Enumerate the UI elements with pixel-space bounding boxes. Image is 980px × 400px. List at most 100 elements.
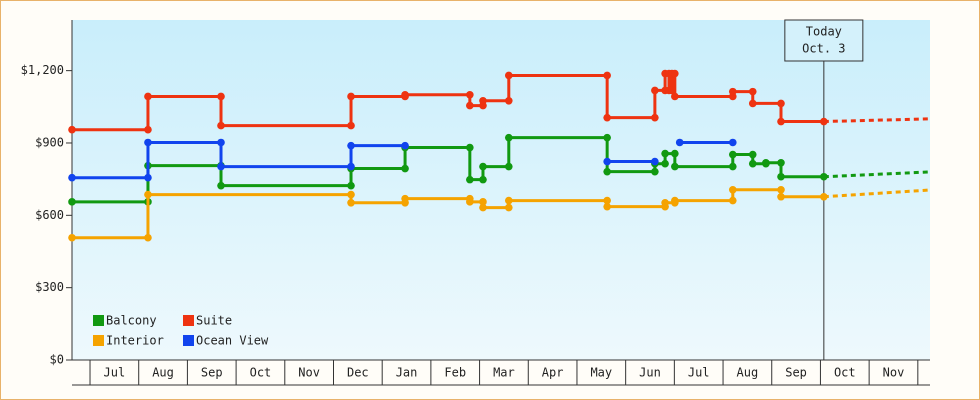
legend-swatch xyxy=(183,315,194,326)
point xyxy=(144,173,152,182)
point xyxy=(671,196,679,205)
x-tick-label: Oct xyxy=(834,366,856,380)
x-tick-label: Jun xyxy=(639,366,661,380)
legend-label: Ocean View xyxy=(196,334,269,348)
point xyxy=(217,92,225,101)
point xyxy=(347,141,355,150)
point xyxy=(728,162,737,171)
point xyxy=(68,125,76,134)
x-tick-label: Jul xyxy=(104,366,126,380)
point xyxy=(479,198,487,206)
x-tick-label: May xyxy=(590,366,612,380)
point xyxy=(603,157,611,166)
point xyxy=(347,198,355,207)
y-tick-label: $600 xyxy=(35,208,64,222)
point xyxy=(144,92,152,101)
point xyxy=(144,233,152,242)
point xyxy=(668,86,676,95)
point xyxy=(504,196,513,205)
point xyxy=(603,113,611,122)
legend-swatch xyxy=(93,315,104,326)
point xyxy=(479,96,487,105)
legend-swatch xyxy=(93,335,104,346)
point xyxy=(675,138,684,147)
point xyxy=(762,158,770,167)
legend-label: Interior xyxy=(106,334,164,348)
point xyxy=(504,71,513,80)
x-tick-label: Mar xyxy=(493,366,515,380)
point xyxy=(466,90,474,99)
point xyxy=(217,181,225,190)
legend-label: Balcony xyxy=(106,314,157,328)
point xyxy=(401,141,409,150)
y-tick-label: $1,200 xyxy=(21,63,64,77)
x-tick-label: Sep xyxy=(201,366,223,380)
x-tick-label: Sep xyxy=(785,366,807,380)
point xyxy=(748,87,757,96)
point xyxy=(401,194,409,203)
point xyxy=(748,150,757,159)
point xyxy=(401,164,409,173)
today-label: Today xyxy=(806,25,842,39)
point xyxy=(347,92,355,101)
point xyxy=(651,157,659,166)
point xyxy=(68,233,76,242)
point xyxy=(777,99,785,108)
point xyxy=(479,203,487,212)
point xyxy=(748,99,757,108)
point xyxy=(777,185,785,194)
legend-swatch xyxy=(183,335,194,346)
point xyxy=(603,202,611,211)
x-tick-label: Nov xyxy=(883,366,905,380)
point xyxy=(820,192,828,201)
point xyxy=(347,190,355,199)
point xyxy=(671,162,679,171)
point xyxy=(347,162,355,171)
point xyxy=(820,117,828,126)
point xyxy=(671,69,679,78)
x-tick-label: Apr xyxy=(542,366,564,380)
point xyxy=(603,196,611,205)
point xyxy=(466,198,474,206)
point xyxy=(466,175,474,184)
point xyxy=(777,158,785,167)
point xyxy=(603,71,611,80)
point xyxy=(603,167,611,176)
x-tick-label: Feb xyxy=(444,366,466,380)
point xyxy=(347,181,355,190)
x-tick-label: Jan xyxy=(396,366,418,380)
point xyxy=(728,150,737,159)
point xyxy=(651,113,659,122)
point xyxy=(603,133,611,142)
point xyxy=(144,190,152,199)
point xyxy=(144,125,152,134)
point xyxy=(777,192,785,201)
point xyxy=(661,159,669,168)
x-tick-label: Oct xyxy=(250,366,272,380)
point xyxy=(748,159,757,168)
point xyxy=(504,162,513,171)
y-tick-label: $0 xyxy=(50,353,64,367)
point xyxy=(217,138,225,147)
point xyxy=(479,175,487,184)
point xyxy=(728,87,737,96)
point xyxy=(820,172,828,181)
y-tick-label: $900 xyxy=(35,135,64,149)
today-box xyxy=(784,19,864,62)
point xyxy=(671,92,679,101)
point xyxy=(68,198,76,206)
point xyxy=(504,133,513,142)
x-tick-label: Aug xyxy=(737,366,759,380)
point xyxy=(651,167,659,176)
today-label: Oct. 3 xyxy=(802,42,845,56)
point xyxy=(728,138,737,147)
x-tick-label: Aug xyxy=(152,366,174,380)
x-tick-label: Nov xyxy=(298,366,320,380)
x-tick-label: Dec xyxy=(347,366,369,380)
point xyxy=(661,198,669,207)
point xyxy=(671,149,679,158)
point xyxy=(217,121,225,130)
point xyxy=(479,162,487,171)
plot-area xyxy=(72,20,930,360)
